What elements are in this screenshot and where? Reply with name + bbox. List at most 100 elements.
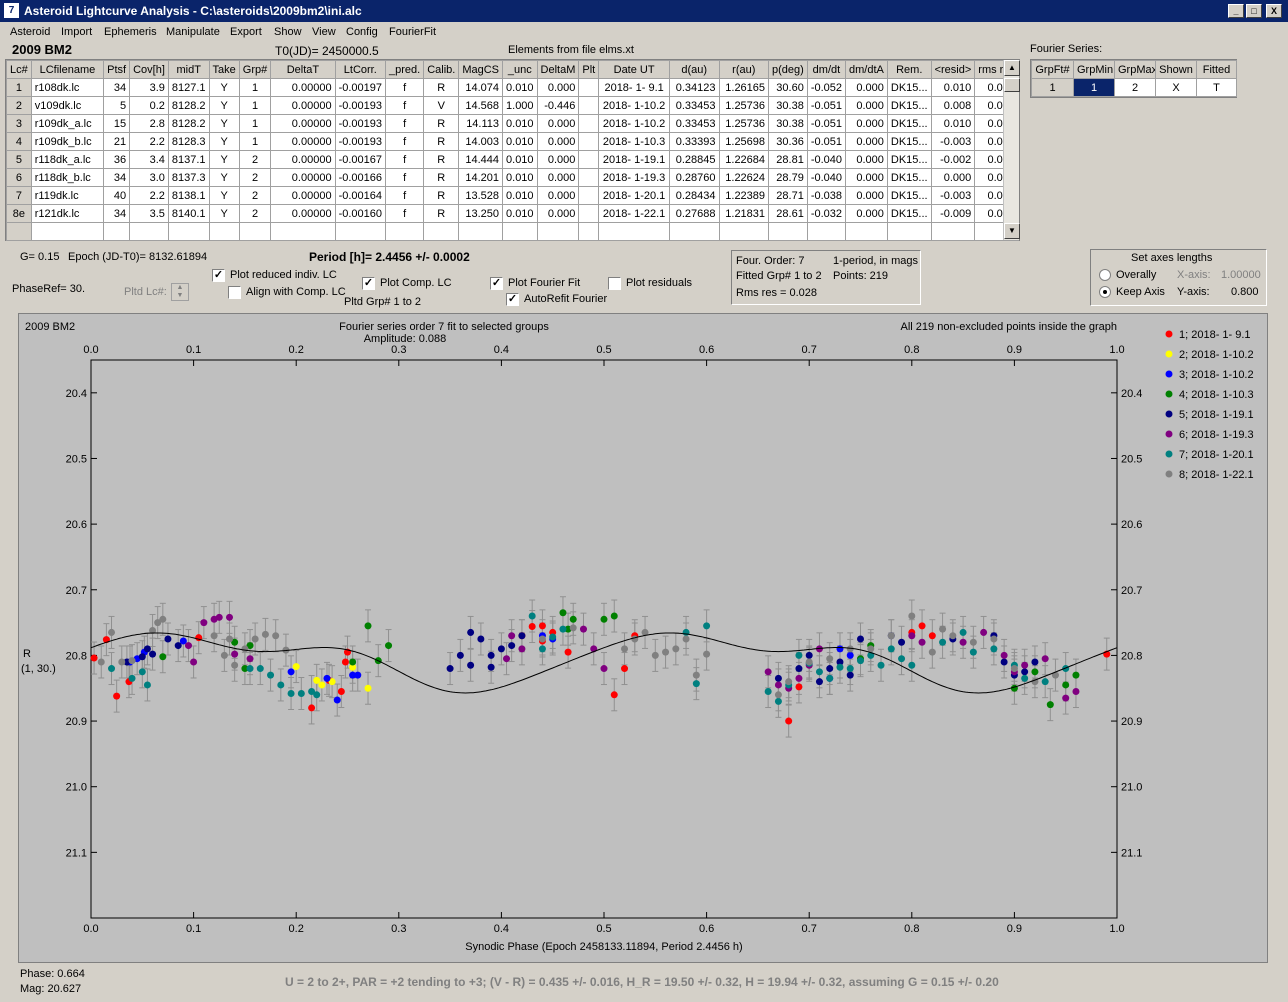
grid-cell[interactable]: 7: [6, 186, 32, 205]
grid-cell[interactable]: DK15...: [886, 132, 932, 151]
fourier-cell[interactable]: 2: [1114, 78, 1156, 97]
grid-header-9[interactable]: _pred.: [384, 60, 425, 79]
grid-header-21[interactable]: Rem.: [886, 60, 932, 79]
grid-header-11[interactable]: MagCS: [458, 60, 504, 79]
grid-cell[interactable]: 0.010: [930, 114, 976, 133]
grid-cell[interactable]: 8128.2: [167, 114, 210, 133]
grid-cell[interactable]: [578, 96, 600, 115]
grid-cell[interactable]: 0.000: [536, 132, 580, 151]
plot-fourier-checkbox[interactable]: ✓: [490, 277, 503, 290]
grid-cell[interactable]: 2.8: [129, 114, 169, 133]
grid-cell[interactable]: [578, 150, 600, 169]
grid-cell[interactable]: 2: [238, 150, 272, 169]
grid-cell[interactable]: [384, 222, 425, 241]
grid-cell[interactable]: [669, 222, 720, 241]
grid-cell[interactable]: 3.5: [129, 204, 169, 223]
grid-cell[interactable]: [578, 168, 600, 187]
grid-cell[interactable]: 30.38: [768, 96, 808, 115]
grid-cell[interactable]: 0.33453: [669, 96, 720, 115]
grid-cell[interactable]: 21: [103, 132, 131, 151]
grid-cell[interactable]: 8127.1: [167, 78, 210, 97]
grid-cell[interactable]: [806, 222, 847, 241]
grid-cell[interactable]: 2018- 1-19.1: [598, 150, 670, 169]
grid-cell[interactable]: 5: [6, 150, 32, 169]
grid-cell[interactable]: 0.28845: [669, 150, 720, 169]
grid-cell[interactable]: 2.2: [129, 132, 169, 151]
grid-cell[interactable]: DK15...: [886, 114, 932, 133]
grid-cell[interactable]: [578, 222, 600, 241]
fourier-header-4[interactable]: Fitted: [1196, 60, 1237, 79]
grid-cell[interactable]: Y: [208, 150, 240, 169]
grid-cell[interactable]: 2018- 1-22.1: [598, 204, 670, 223]
grid-cell[interactable]: 0.000: [536, 114, 580, 133]
grid-cell[interactable]: [845, 222, 888, 241]
pltd-lc-spinner[interactable]: ▲ ▼: [171, 283, 189, 301]
table-row[interactable]: 7 r119dk.lc 40 2.2 8138.1 Y 2 0.00000 -0.00164 f R…: [6, 186, 1019, 205]
grid-cell[interactable]: 2018- 1-10.2: [598, 114, 670, 133]
grid-cell[interactable]: 0.000: [930, 168, 976, 187]
grid-cell[interactable]: 0.00000: [270, 78, 336, 97]
grid-cell[interactable]: -0.00193: [334, 114, 387, 133]
grid-cell[interactable]: 13.250: [458, 204, 504, 223]
grid-cell[interactable]: [458, 222, 504, 241]
grid-cell[interactable]: [718, 222, 770, 241]
menu-fourierfit[interactable]: FourierFit: [389, 26, 437, 38]
grid-cell[interactable]: 0.000: [536, 150, 580, 169]
grid-cell[interactable]: -0.040: [806, 168, 847, 187]
grid-cell[interactable]: 14.003: [458, 132, 504, 151]
grid-cell[interactable]: [6, 222, 32, 241]
grid-header-18[interactable]: p(deg): [768, 60, 808, 79]
grid-cell[interactable]: 0.000: [845, 186, 888, 205]
grid-cell[interactable]: 14.568: [458, 96, 504, 115]
table-row[interactable]: 3 r109dk_a.lc 15 2.8 8128.2 Y 1 0.00000 -0.00193…: [6, 114, 1019, 133]
grid-cell[interactable]: 1: [238, 96, 272, 115]
grid-header-15[interactable]: Date UT: [598, 60, 670, 79]
grid-cell[interactable]: f: [384, 78, 425, 97]
grid-cell[interactable]: -0.00197: [334, 78, 387, 97]
grid-cell[interactable]: r109dk_a.lc: [30, 114, 105, 133]
grid-cell[interactable]: v109dk.lc: [30, 96, 105, 115]
grid-cell[interactable]: 14.113: [458, 114, 504, 133]
grid-cell[interactable]: -0.00164: [334, 186, 387, 205]
grid-cell[interactable]: 1: [6, 78, 32, 97]
grid-cell[interactable]: 1.25736: [718, 114, 770, 133]
grid-cell[interactable]: 0.2: [129, 96, 169, 115]
grid-cell[interactable]: 13.528: [458, 186, 504, 205]
grid-cell[interactable]: [536, 222, 580, 241]
grid-cell[interactable]: 0.000: [845, 150, 888, 169]
grid-cell[interactable]: r118dk_a.lc: [30, 150, 105, 169]
grid-cell[interactable]: -0.003: [930, 186, 976, 205]
grid-cell[interactable]: 30.38: [768, 114, 808, 133]
grid-cell[interactable]: 4: [6, 132, 32, 151]
grid-cell[interactable]: 0.000: [845, 132, 888, 151]
grid-cell[interactable]: 1.22624: [718, 168, 770, 187]
menu-asteroid[interactable]: Asteroid: [10, 26, 51, 38]
grid-cell[interactable]: 2018- 1-20.1: [598, 186, 670, 205]
grid-cell[interactable]: DK15...: [886, 204, 932, 223]
fourier-cell[interactable]: 1: [1073, 78, 1115, 97]
grid-cell[interactable]: R: [423, 150, 460, 169]
grid-header-16[interactable]: d(au): [669, 60, 720, 79]
grid-cell[interactable]: 3.9: [129, 78, 169, 97]
fourier-header-2[interactable]: GrpMax: [1114, 60, 1156, 79]
table-row[interactable]: 4 r109dk_b.lc 21 2.2 8128.3 Y 1 0.00000 -0.00193…: [6, 132, 1019, 151]
fourier-header-1[interactable]: GrpMin: [1073, 60, 1115, 79]
grid-header-12[interactable]: _unc: [502, 60, 538, 79]
menu-ephemeris[interactable]: Ephemeris: [104, 26, 157, 38]
grid-cell[interactable]: f: [384, 132, 425, 151]
grid-cell[interactable]: 8128.3: [167, 132, 210, 151]
minimize-button[interactable]: _: [1228, 4, 1244, 18]
grid-cell[interactable]: 0.28760: [669, 168, 720, 187]
grid-cell[interactable]: -0.00193: [334, 132, 387, 151]
lightcurve-plot[interactable]: 2009 BM2 Fourier series order 7 fit to s…: [19, 314, 1267, 962]
grid-cell[interactable]: 1: [238, 114, 272, 133]
grid-header-22[interactable]: <resid>: [930, 60, 976, 79]
grid-cell[interactable]: 0.27688: [669, 204, 720, 223]
grid-cell[interactable]: R: [423, 114, 460, 133]
grid-cell[interactable]: r108dk.lc: [30, 78, 105, 97]
grid-cell[interactable]: R: [423, 78, 460, 97]
grid-header-20[interactable]: dm/dtA: [845, 60, 888, 79]
grid-cell[interactable]: [886, 222, 932, 241]
grid-cell[interactable]: 30.60: [768, 78, 808, 97]
grid-cell[interactable]: 34: [103, 78, 131, 97]
